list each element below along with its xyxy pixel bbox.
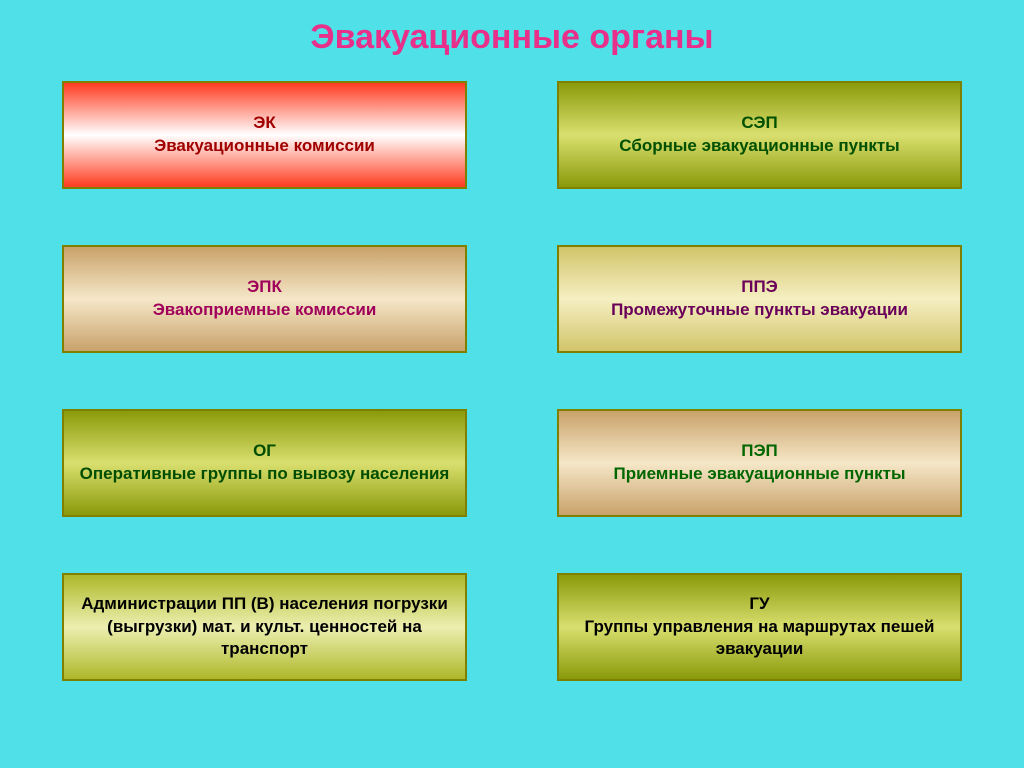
info-box-3: ППЭПромежуточные пункты эвакуации xyxy=(557,245,962,353)
slide: Эвакуационные органы ЭКЭвакуационные ком… xyxy=(0,0,1024,768)
box-abbr: СЭП xyxy=(741,112,777,135)
box-abbr: ГУ xyxy=(749,593,769,616)
box-abbr: ПЭП xyxy=(741,440,778,463)
box-abbr: ППЭ xyxy=(741,276,778,299)
info-box-7: ГУГруппы управления на маршрутах пешей э… xyxy=(557,573,962,681)
info-box-1: СЭПСборные эвакуационные пункты xyxy=(557,81,962,189)
boxes-grid: ЭКЭвакуационные комиссии СЭПСборные эваку… xyxy=(0,81,1024,681)
box-abbr: ОГ xyxy=(253,440,276,463)
box-desc: Эвакуационные комиссии xyxy=(154,135,375,158)
info-box-5: ПЭППриемные эвакуационные пункты xyxy=(557,409,962,517)
box-desc: Администрации ПП (В) населения погрузки … xyxy=(74,593,455,662)
box-desc: Оперативные группы по вывозу населения xyxy=(80,463,450,486)
slide-title: Эвакуационные органы xyxy=(0,18,1024,57)
box-desc: Группы управления на маршрутах пешей эва… xyxy=(569,616,950,662)
box-abbr: ЭК xyxy=(253,112,275,135)
box-desc: Эвакоприемные комиссии xyxy=(153,299,377,322)
info-box-2: ЭПКЭвакоприемные комиссии xyxy=(62,245,467,353)
box-desc: Сборные эвакуационные пункты xyxy=(619,135,899,158)
box-desc: Приемные эвакуационные пункты xyxy=(614,463,906,486)
info-box-0: ЭКЭвакуационные комиссии xyxy=(62,81,467,189)
info-box-6: Администрации ПП (В) населения погрузки … xyxy=(62,573,467,681)
box-abbr: ЭПК xyxy=(247,276,282,299)
box-desc: Промежуточные пункты эвакуации xyxy=(611,299,908,322)
info-box-4: ОГОперативные группы по вывозу населения xyxy=(62,409,467,517)
